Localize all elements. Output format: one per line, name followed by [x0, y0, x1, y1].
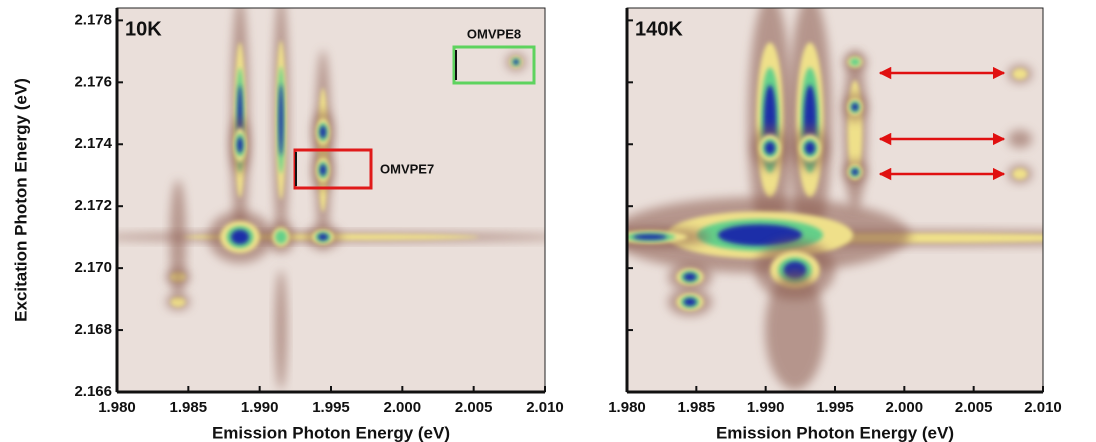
intensity-spot	[765, 270, 825, 390]
y-tick-label: 2.174	[74, 135, 112, 152]
intensity-spot	[764, 141, 776, 155]
intensity-spot	[513, 59, 519, 65]
x-tick-label: 1.995	[816, 399, 854, 416]
x-tick-label: 1.995	[312, 399, 350, 416]
intensity-spot	[319, 164, 327, 176]
intensity-spot	[718, 224, 802, 246]
intensity-spot	[278, 84, 284, 156]
intensity-spot	[849, 58, 861, 66]
intensity-spot	[231, 229, 249, 245]
intensity-spot	[237, 137, 243, 153]
intensity-spot	[170, 180, 186, 300]
x-axis-label: Emission Photon Energy (eV)	[212, 423, 450, 442]
x-tick-label: 2.000	[384, 399, 422, 416]
x-axis-label: Emission Photon Energy (eV)	[716, 423, 954, 442]
x-tick-label: 1.990	[241, 399, 279, 416]
intensity-spot	[317, 233, 329, 241]
intensity-spot	[275, 230, 287, 244]
intensity-spot	[275, 270, 287, 390]
y-axis-label: Excitation Photon Energy (eV)	[11, 78, 30, 322]
x-tick-label: 2.010	[526, 399, 564, 416]
intensity-spot	[170, 297, 186, 307]
x-tick-label: 1.985	[678, 399, 716, 416]
intensity-spot	[633, 234, 667, 240]
intensity-spot	[1008, 130, 1032, 148]
y-tick-label: 2.178	[74, 11, 112, 28]
x-tick-label: 2.005	[455, 399, 493, 416]
annotation: OMVPE8	[467, 26, 521, 41]
x-tick-label: 1.990	[747, 399, 785, 416]
x-tick-label: 2.005	[955, 399, 993, 416]
intensity-spot	[683, 273, 697, 281]
x-tick-label: 2.010	[1024, 399, 1062, 416]
y-tick-label: 2.172	[74, 197, 112, 214]
x-tick-label: 2.000	[886, 399, 924, 416]
heatmap	[117, 8, 545, 390]
omvpe8-box	[452, 45, 536, 85]
y-tick-label: 2.168	[74, 321, 112, 338]
intensity-spot	[1012, 68, 1028, 80]
intensity-spot	[804, 141, 816, 155]
intensity-spot	[851, 103, 859, 111]
plot-background	[627, 8, 1043, 392]
heatmap	[627, 8, 1043, 390]
annotation: OMVPE7	[380, 161, 434, 176]
intensity-spot	[851, 168, 859, 176]
panel-label: 140K	[635, 18, 683, 40]
x-tick-label: 1.980	[608, 399, 646, 416]
y-tick-label: 2.176	[74, 73, 112, 90]
intensity-spot	[1012, 168, 1028, 180]
y-tick-label: 2.166	[74, 383, 112, 400]
x-tick-label: 1.985	[170, 399, 208, 416]
x-tick-label: 1.980	[98, 399, 136, 416]
y-tick-label: 2.170	[74, 259, 112, 276]
panel-label: 10K	[125, 18, 162, 40]
plot-background	[117, 8, 545, 392]
intensity-spot	[319, 125, 327, 139]
intensity-spot	[683, 298, 697, 306]
